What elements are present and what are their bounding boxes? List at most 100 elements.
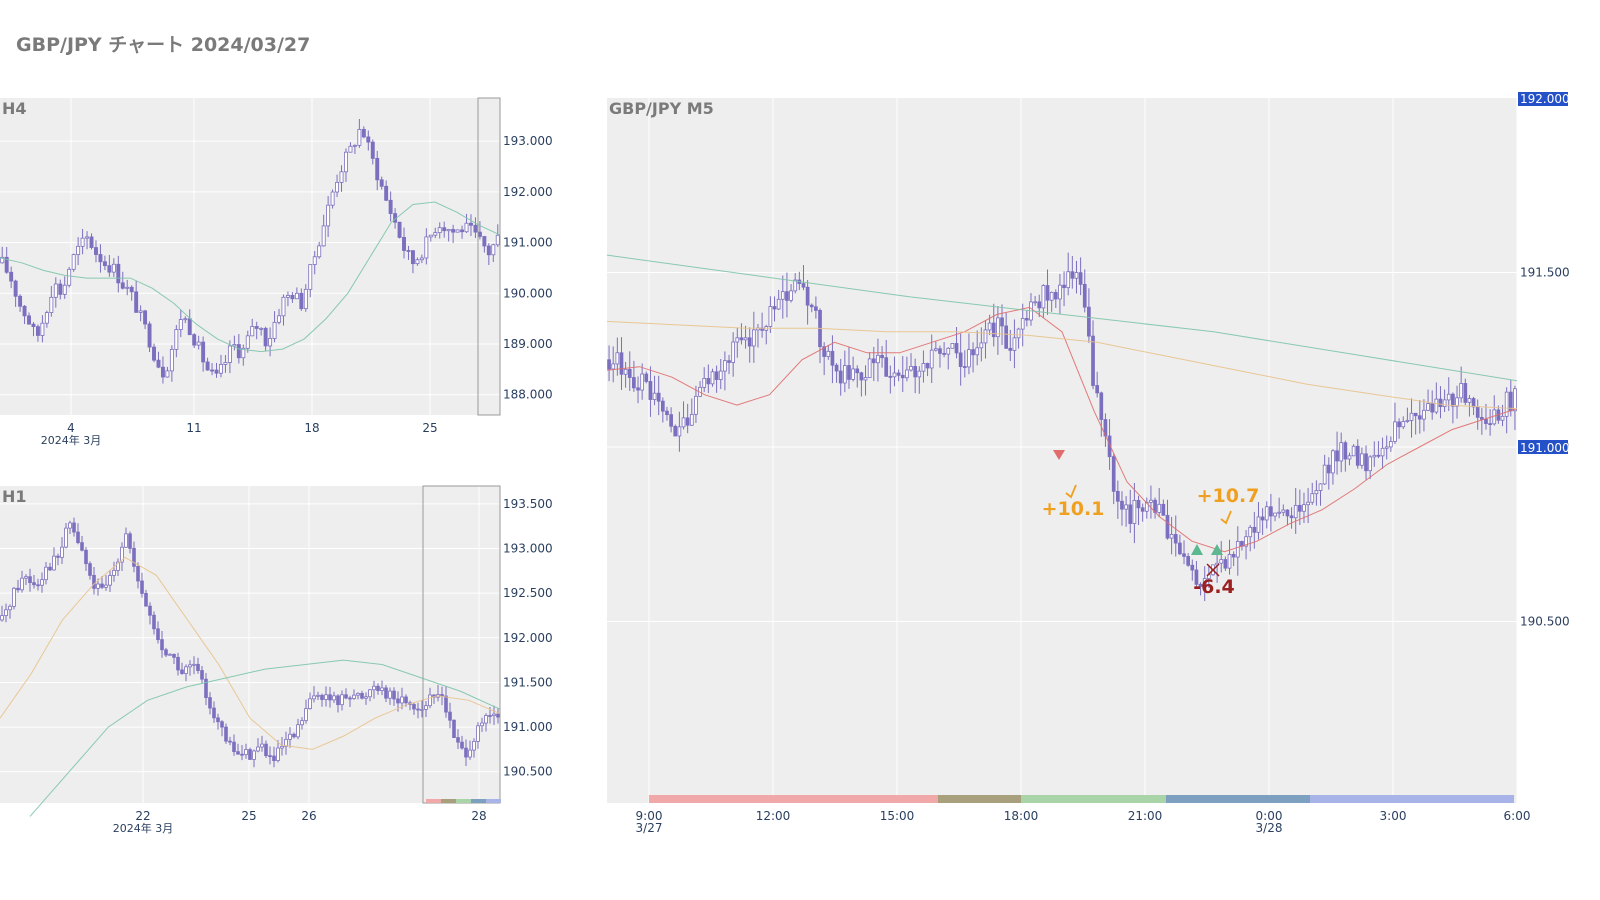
h4-candle-body <box>227 345 232 363</box>
m5-candle-body <box>942 353 946 355</box>
h1-candle-body <box>12 587 16 607</box>
h4-candle-body <box>102 261 107 267</box>
m5-candle-body <box>1020 318 1025 330</box>
m5-candle-body <box>1339 442 1344 462</box>
h1-x-tick-label: 28 <box>471 809 486 823</box>
m5-candle-body <box>1331 450 1335 474</box>
h4-candle-body <box>366 136 371 143</box>
m5-candle-body <box>896 372 901 376</box>
m5-candle-body <box>1413 412 1418 417</box>
m5-candle-body <box>1161 503 1166 516</box>
m5-candle-body <box>776 298 781 310</box>
h4-candle-body <box>477 231 482 237</box>
h4-candle-body <box>451 229 456 233</box>
h4-candle-body <box>402 237 406 251</box>
h4-candle-body <box>67 268 72 286</box>
h4-candle-body <box>352 144 357 147</box>
h4-candle-body <box>406 250 411 252</box>
h1-candle-body <box>324 694 328 700</box>
h4-current-range-box <box>477 97 501 416</box>
m5-candle-body <box>921 363 926 372</box>
h4-candle-body <box>285 295 290 298</box>
m5-candle-body <box>1368 456 1373 472</box>
h4-candle-body <box>40 322 45 336</box>
h4-candle-body <box>491 244 496 256</box>
h1-candle-body <box>460 741 464 749</box>
m5-candle-body <box>681 417 686 428</box>
h4-candle-body <box>13 280 18 297</box>
m5-candle-body <box>751 329 756 347</box>
m5-candle-body <box>1256 516 1261 533</box>
m5-candle-body <box>1178 542 1182 555</box>
m5-candle-body <box>834 364 839 372</box>
h1-candle-body <box>100 583 104 588</box>
h4-candle-body <box>169 349 174 372</box>
h4-candle-body <box>268 338 273 347</box>
h4-candle-body <box>143 310 148 325</box>
h4-candle-body <box>308 264 313 290</box>
m5-session-band <box>1021 795 1166 803</box>
m5-candle-body <box>1248 526 1253 538</box>
m5-candle-body <box>694 395 698 415</box>
m5-candle-body <box>838 370 843 384</box>
h4-candle-body <box>219 363 223 374</box>
m5-candle-body <box>1281 509 1286 513</box>
h1-candle-body <box>160 639 164 651</box>
h1-candle-body <box>28 576 32 584</box>
m5-candle-body <box>1136 499 1141 509</box>
h4-candle-body <box>71 254 76 270</box>
m5-candle-body <box>735 337 740 343</box>
m5-moving-average-line <box>606 306 1518 553</box>
h1-candle-body <box>228 740 232 743</box>
h1-candle-body <box>220 721 224 728</box>
m5-candle-body <box>706 378 711 385</box>
m5-candle-body <box>1219 559 1224 564</box>
h1-candle-body <box>180 669 184 674</box>
m5-candle-body <box>1186 556 1191 566</box>
m5-candle-body <box>996 317 1000 338</box>
h1-candle-body <box>252 750 256 760</box>
h4-candle-body <box>147 323 152 348</box>
h1-candle-body <box>188 664 192 668</box>
h1-candle-body <box>284 738 288 747</box>
m5-candle-body <box>607 359 611 370</box>
m5-candle-body <box>1430 403 1435 413</box>
h4-candle-body <box>419 257 424 261</box>
m5-candle-body <box>1049 292 1054 301</box>
m5-candle-body <box>876 354 880 364</box>
h1-candle-body <box>164 649 168 656</box>
m5-candle-body <box>1492 409 1497 425</box>
h1-candle-body <box>368 689 372 698</box>
h4-candle-body <box>446 229 451 232</box>
h4-candle-body <box>85 236 90 239</box>
h4-candle-body <box>44 312 49 324</box>
m5-candle-body <box>859 372 864 381</box>
h4-y-tick-label: 192.000 <box>503 185 553 199</box>
m5-y-tick-label: 190.500 <box>1520 615 1570 629</box>
m5-candle-body <box>1157 503 1162 513</box>
h4-candle-body <box>214 369 219 374</box>
m5-candle-body <box>1500 415 1505 421</box>
m5-candle-body <box>1277 511 1282 514</box>
m5-candle-body <box>805 286 810 306</box>
h1-candle-body <box>208 697 212 709</box>
h1-candle-body <box>216 717 220 723</box>
m5-candle-body <box>689 413 694 426</box>
m5-candle-body <box>1107 435 1112 458</box>
h1-session-band <box>441 799 456 803</box>
h4-candle-body <box>31 323 36 328</box>
h1-candle-body <box>200 670 204 680</box>
m5-candle-body <box>1397 421 1401 428</box>
h4-candle-body <box>254 326 259 329</box>
h1-candle-body <box>364 696 368 699</box>
h4-candle-body <box>469 222 473 226</box>
h4-candle-body <box>241 347 246 359</box>
h1-candle-body <box>64 527 68 548</box>
h1-candle-body <box>148 605 152 616</box>
m5-candle-body <box>623 368 628 375</box>
h4-candle-body <box>335 181 340 193</box>
m5-candle-body <box>1095 385 1100 394</box>
m5-candle-body <box>962 366 967 368</box>
h4-candle-body <box>223 362 228 365</box>
m5-candle-body <box>685 417 690 426</box>
